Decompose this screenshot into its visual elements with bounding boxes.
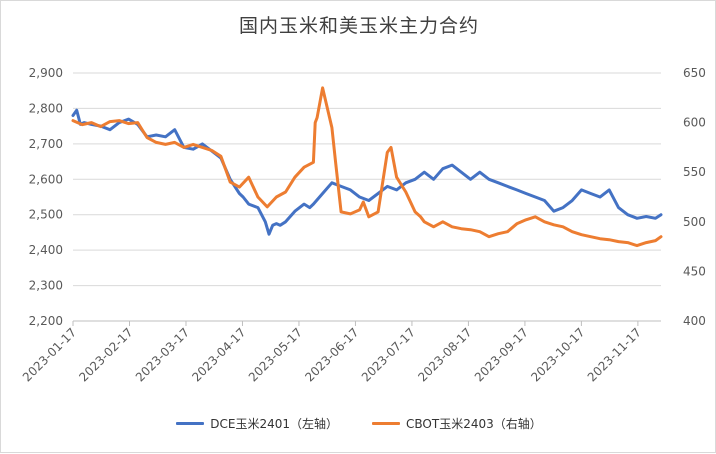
x-tick-label: 2023-05-17 bbox=[246, 325, 305, 384]
y-left-tick-label: 2,300 bbox=[29, 279, 63, 293]
x-tick-label: 2023-11-17 bbox=[585, 325, 644, 384]
x-tick-label: 2023-04-17 bbox=[189, 325, 248, 384]
x-tick-label: 2023-01-17 bbox=[20, 325, 79, 384]
y-left-tick-label: 2,400 bbox=[29, 243, 63, 257]
x-tick-label: 2023-09-17 bbox=[472, 325, 531, 384]
series-lines bbox=[71, 86, 663, 248]
y-left-tick-label: 2,600 bbox=[29, 172, 63, 186]
legend-swatch-dce bbox=[176, 422, 205, 425]
y-right-tick-label: 600 bbox=[683, 116, 706, 130]
chart-title: 国内玉米和美玉米主力合约 bbox=[238, 15, 479, 37]
y-right-tick-label: 450 bbox=[683, 264, 706, 278]
legend-label-cbot: CBOT玉米2403（右轴） bbox=[406, 417, 542, 431]
x-tick-label: 2023-03-17 bbox=[133, 325, 192, 384]
x-axis: 2023-01-172023-02-172023-03-172023-04-17… bbox=[20, 320, 661, 384]
right-axis-tick-labels: 400 450 500 550 600 650 bbox=[683, 66, 706, 328]
x-tick-label: 2023-10-17 bbox=[528, 325, 587, 384]
gridlines bbox=[73, 72, 661, 322]
y-right-tick-label: 500 bbox=[683, 215, 706, 229]
legend-swatch-cbot bbox=[372, 422, 401, 425]
series-line-cbot bbox=[71, 86, 663, 248]
left-axis-tick-labels: 2,200 2,300 2,400 2,500 2,600 2,700 2,800 2,900 bbox=[29, 66, 63, 328]
x-tick-label: 2023-08-17 bbox=[415, 325, 474, 384]
y-left-tick-label: 2,800 bbox=[29, 101, 63, 115]
x-tick-label: 2023-06-17 bbox=[302, 325, 361, 384]
y-left-tick-label: 2,900 bbox=[29, 66, 63, 80]
series-line-dce bbox=[71, 108, 663, 236]
y-left-tick-label: 2,700 bbox=[29, 137, 63, 151]
y-left-tick-label: 2,200 bbox=[29, 314, 63, 328]
legend-item-cbot: CBOT玉米2403（右轴） bbox=[372, 415, 542, 432]
y-left-tick-label: 2,500 bbox=[29, 208, 63, 222]
legend-label-dce: DCE玉米2401（左轴） bbox=[210, 417, 339, 431]
x-tick-label: 2023-02-17 bbox=[76, 325, 135, 384]
y-right-tick-label: 650 bbox=[683, 66, 706, 80]
legend-item-dce: DCE玉米2401（左轴） bbox=[176, 415, 338, 432]
y-right-tick-label: 400 bbox=[683, 314, 706, 328]
x-tick-label: 2023-07-17 bbox=[359, 325, 418, 384]
y-right-tick-label: 550 bbox=[683, 165, 706, 179]
chart-legend: DCE玉米2401（左轴） CBOT玉米2403（右轴） bbox=[1, 415, 716, 432]
